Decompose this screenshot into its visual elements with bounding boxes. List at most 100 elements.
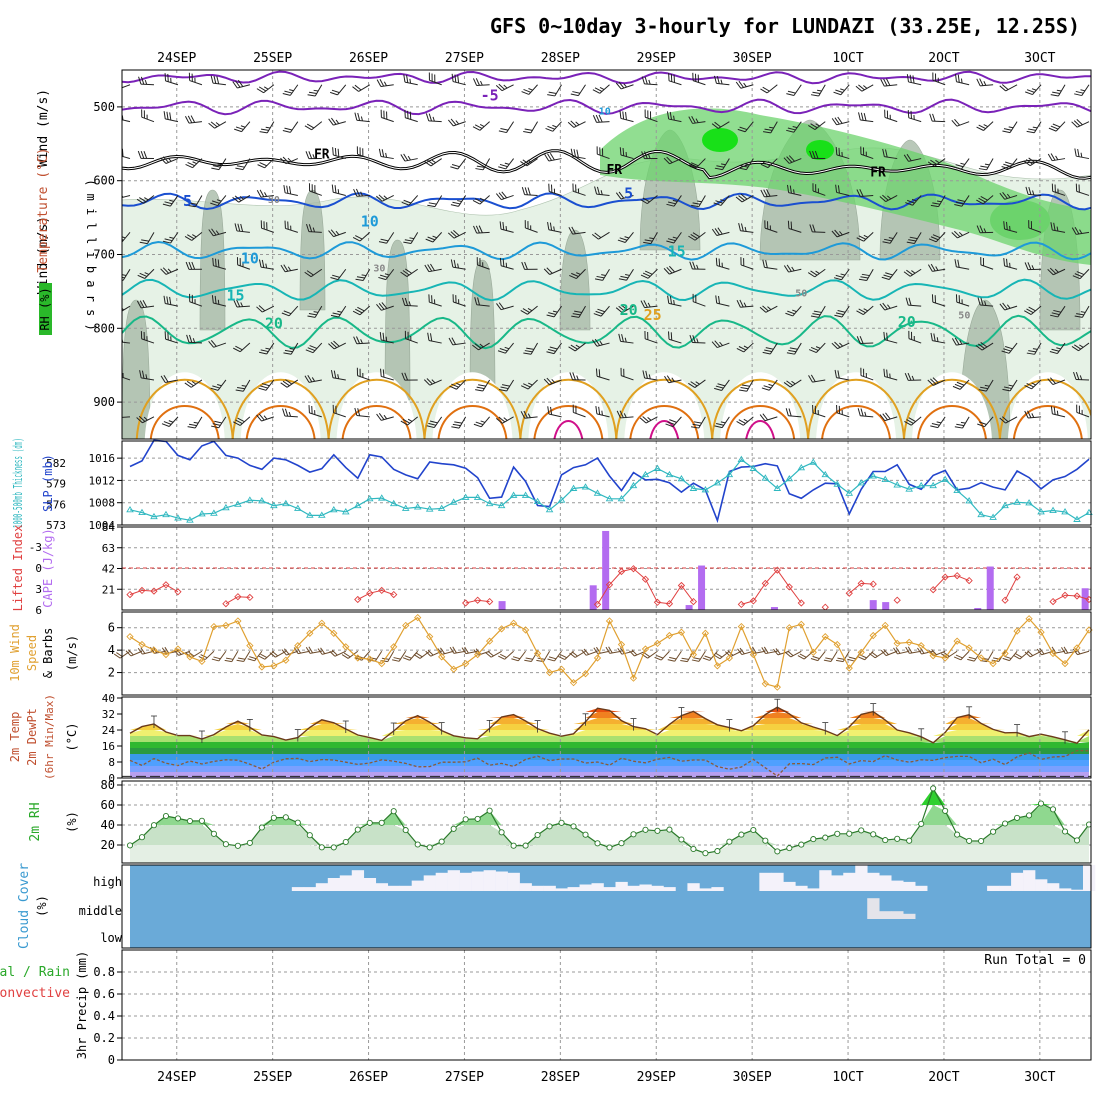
wind-barb (214, 121, 227, 129)
wind-barb (312, 342, 323, 354)
wind-barb (816, 342, 826, 353)
wind-barb (501, 84, 514, 92)
thickness-marker (545, 505, 554, 513)
wind-barb-flag (1005, 161, 1013, 165)
slp-line (129, 439, 1090, 524)
wind-barb (387, 651, 395, 662)
wind-barb-flag (954, 73, 957, 82)
wind-barb-flag (595, 114, 600, 123)
wind-barb (792, 305, 802, 317)
wind-barb-flag (475, 168, 484, 171)
rh-marker (570, 823, 577, 830)
thickness-marker (1037, 508, 1045, 515)
wind-barb-flag (1026, 383, 1034, 388)
wind-barb (217, 379, 227, 391)
wind-barb-flag (930, 263, 936, 272)
wind-barb-flag (378, 194, 386, 201)
warm-isotherm-arch (1012, 405, 1083, 439)
wind-barb-flag (233, 347, 241, 353)
wind-barb-flag (128, 649, 134, 656)
wind-barb-flag (475, 648, 482, 655)
wind-barb-flag (688, 235, 696, 241)
wind-speed-marker (677, 628, 686, 636)
lifted-index-series (126, 565, 1091, 610)
wind-barb-flag (393, 657, 401, 660)
wind-barb-flag (237, 386, 245, 390)
wind-barb (528, 84, 538, 95)
wind-barb (404, 304, 418, 307)
bottom-date-label: 28SEP (541, 1070, 580, 1085)
cloud-middle-bar (891, 911, 904, 919)
wind-barb (812, 412, 826, 418)
wind-barb-flag (738, 223, 741, 231)
wind-barb (286, 379, 299, 388)
wind-barb-flag (666, 156, 673, 163)
wind-barb-flag (999, 303, 1006, 311)
wind-barb-flag (546, 314, 555, 318)
wind-barb-flag (911, 198, 917, 202)
cloud-high-bar (1035, 879, 1048, 891)
wind-barb-flag (188, 334, 193, 343)
wind-barb-flag (767, 306, 772, 310)
wind-barb-flag (571, 315, 580, 318)
wind-barb-flag (306, 270, 314, 276)
wind-barb-flag (936, 337, 939, 342)
wind-barb (1081, 84, 1090, 96)
isotherm-label: 20 (898, 313, 916, 331)
wind-barb-flag (984, 301, 987, 306)
wind-barb-flag (523, 410, 528, 419)
wind-barb (884, 84, 898, 87)
wind-barb-flag (450, 204, 459, 207)
thickness-marker (138, 508, 146, 516)
wind-barb-flag (1001, 416, 1009, 423)
wind-barb (717, 342, 730, 349)
wind-barb (914, 232, 922, 244)
wind-barb (419, 650, 430, 659)
wind-barb (530, 650, 539, 662)
wind-barb-flag (502, 222, 505, 230)
top-date-label: 24SEP (157, 51, 196, 66)
thickness-marker (953, 486, 961, 494)
wind-speed-marker (186, 653, 194, 661)
wind-barb-flag (576, 272, 581, 275)
wind-barb-flag (955, 201, 964, 205)
wind-barb-flag (904, 372, 909, 381)
wind-barb (242, 158, 251, 170)
cape-bar (986, 566, 994, 610)
wind-barb-flag (224, 659, 232, 663)
wind-barb (744, 121, 754, 133)
wind-barb-flag (485, 652, 492, 658)
wind-barb-flag (759, 306, 767, 313)
wind-barb (620, 154, 634, 160)
cloud-high-bar (891, 880, 904, 891)
wind-barb-flag (840, 88, 845, 91)
wind-barb (359, 305, 371, 316)
wind-barb (574, 342, 586, 352)
wind-barb-flag (905, 202, 913, 206)
wind-barb-flag (113, 192, 117, 198)
wind-barb (862, 305, 874, 315)
wind-barb-flag (808, 349, 817, 353)
wind-barb-flag (475, 421, 484, 426)
wind-barb (741, 195, 754, 203)
wind-barb-flag (667, 295, 670, 304)
wind-barb (599, 84, 610, 94)
wind-barb-flag (424, 161, 432, 167)
wind-barb (692, 121, 706, 124)
wind-barb-flag (1026, 89, 1035, 93)
thickness-marker (581, 483, 590, 490)
wind-barb-flag (265, 126, 271, 129)
wind-barb (122, 119, 131, 123)
cloud-high-bar (663, 887, 676, 891)
wind-barb (586, 650, 598, 656)
wind-speed-marker (354, 654, 362, 662)
wind-barb-flag (622, 111, 625, 120)
wind-barb-flag (354, 407, 358, 416)
wind-barb-flag (624, 337, 627, 343)
upper-air-grid (122, 70, 1091, 439)
wind-barb-flag (427, 332, 430, 341)
wind-barb-flag (400, 271, 408, 278)
wind-barb-flag (690, 162, 699, 167)
wind-barb-flag (763, 646, 769, 654)
